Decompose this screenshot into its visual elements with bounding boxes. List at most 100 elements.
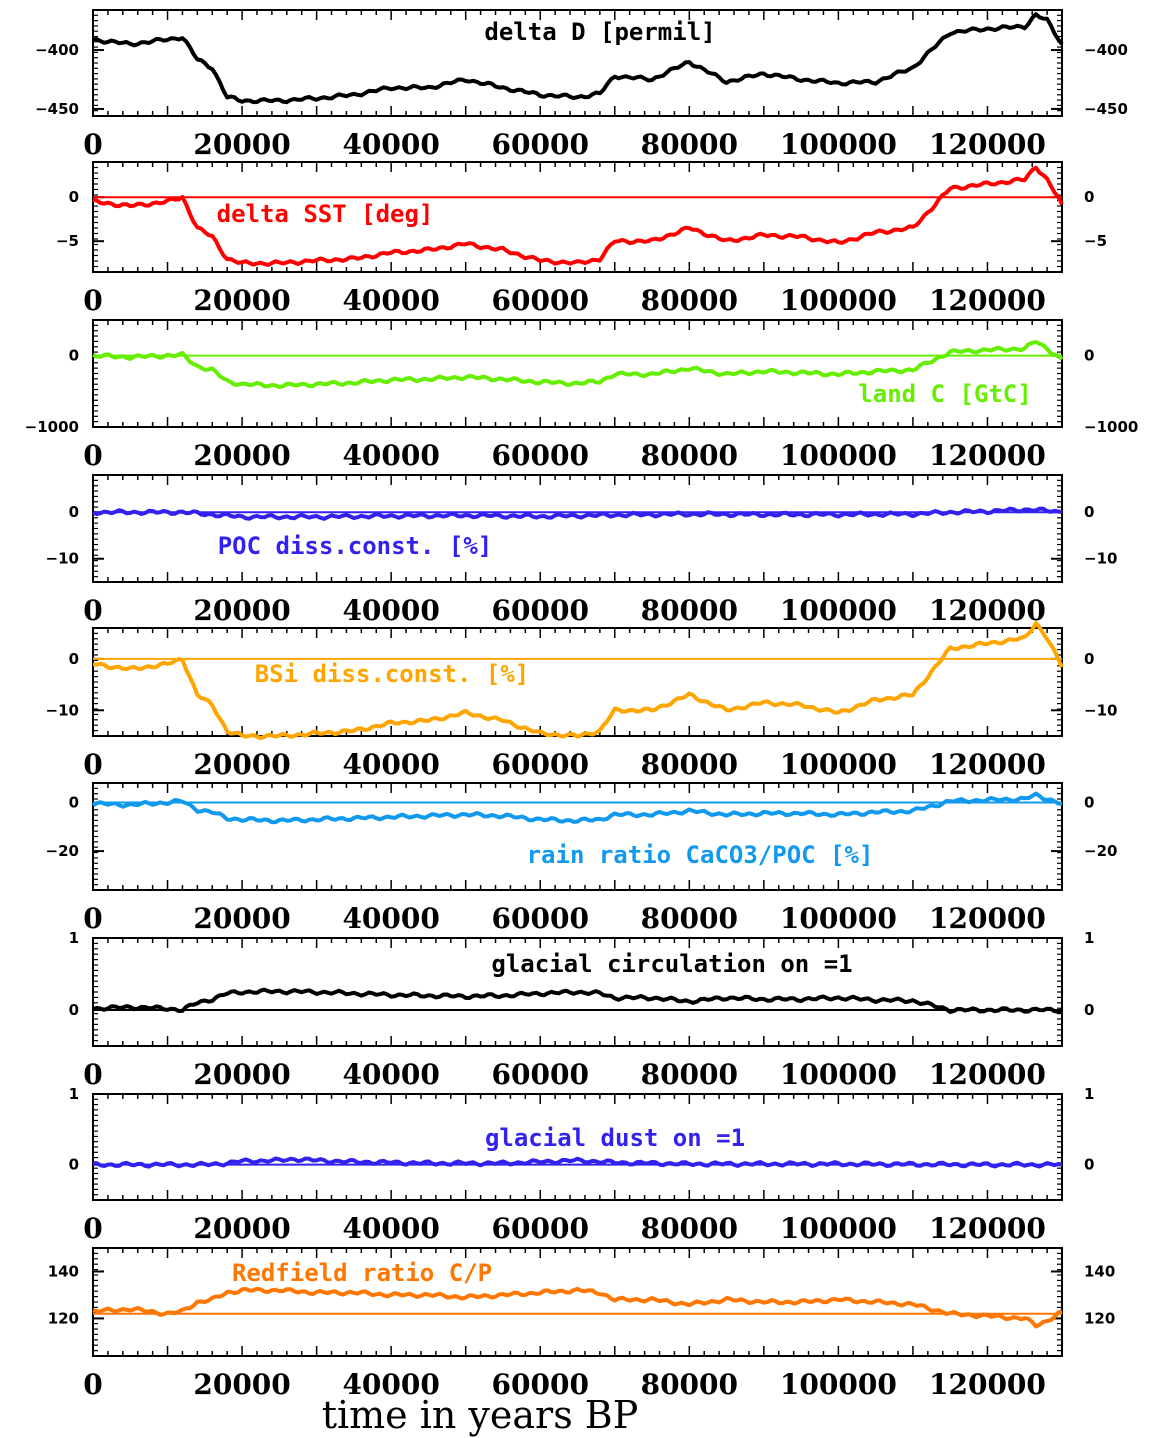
x-tick-label: 0 [83, 439, 102, 472]
x-tick-label: 80000 [641, 594, 738, 627]
x-tick-label: 60000 [492, 1212, 589, 1245]
panel-title: Redfield ratio C/P [232, 1259, 492, 1287]
x-axis-label: time in years BP [322, 1393, 639, 1437]
panel-frame [92, 474, 1063, 583]
panel-title: BSi diss.const. [%] [255, 660, 530, 688]
x-tick-label: 100000 [780, 902, 897, 935]
panel-title: POC diss.const. [%] [218, 532, 493, 560]
panel-frame [92, 782, 1063, 891]
x-tick-label: 100000 [780, 594, 897, 627]
panel-frame [92, 627, 1063, 737]
x-tick-label: 100000 [780, 1212, 897, 1245]
y-tick-label-right: 120 [1084, 1309, 1115, 1327]
y-tick-label-left: 0 [69, 1001, 79, 1019]
x-tick-label: 40000 [342, 748, 439, 781]
y-tick-label-right: 0 [1084, 793, 1094, 811]
y-tick-label-left: 0 [69, 347, 79, 365]
x-tick-label: 100000 [780, 1368, 897, 1401]
panel-frame [92, 319, 1063, 428]
x-tick-label: 60000 [492, 748, 589, 781]
y-tick-label-right: −5 [1084, 232, 1107, 250]
y-tick-label-left: −450 [35, 100, 79, 118]
series-line [92, 621, 1064, 741]
x-tick-label: 80000 [641, 902, 738, 935]
x-tick-label: 20000 [193, 1058, 290, 1091]
y-tick-label-right: −400 [1084, 41, 1128, 59]
y-tick-label-left: −20 [46, 842, 79, 860]
x-tick-label: 20000 [193, 748, 290, 781]
y-tick-label-right: 0 [1084, 347, 1094, 365]
y-tick-label-left: −400 [35, 41, 79, 59]
y-tick-label-right: 0 [1084, 188, 1094, 206]
x-tick-label: 120000 [929, 594, 1046, 627]
x-tick-label: 0 [83, 128, 102, 161]
x-tick-label: 0 [83, 594, 102, 627]
x-tick-label: 100000 [780, 128, 897, 161]
panel-title: glacial circulation on =1 [491, 950, 852, 978]
x-tick-label: 120000 [929, 439, 1046, 472]
x-tick-label: 60000 [492, 902, 589, 935]
y-tick-label-left: 120 [48, 1309, 79, 1327]
series-line [92, 791, 1063, 825]
series-line [92, 987, 1063, 1014]
panel-title: delta SST [deg] [217, 200, 434, 228]
y-tick-label-right: 1 [1084, 1085, 1094, 1103]
y-tick-label-right: 140 [1084, 1262, 1115, 1280]
x-tick-label: 100000 [780, 1058, 897, 1091]
panel-title: glacial dust on =1 [485, 1124, 745, 1152]
x-tick-label: 100000 [780, 284, 897, 317]
series-line [92, 340, 1064, 390]
x-tick-label: 60000 [492, 594, 589, 627]
panel-title: rain ratio CaCO3/POC [%] [527, 841, 874, 869]
y-tick-label-left: 140 [48, 1262, 79, 1280]
y-tick-label-left: −10 [46, 701, 79, 719]
y-tick-label-right: 0 [1084, 650, 1094, 668]
y-tick-label-left: 0 [69, 1156, 79, 1174]
x-tick-label: 80000 [641, 128, 738, 161]
x-tick-label: 120000 [929, 284, 1046, 317]
series-line [92, 12, 1064, 105]
x-tick-label: 0 [83, 284, 102, 317]
x-tick-label: 20000 [193, 439, 290, 472]
x-tick-label: 100000 [780, 748, 897, 781]
x-tick-label: 0 [83, 1212, 102, 1245]
x-tick-label: 20000 [193, 284, 290, 317]
x-tick-label: 100000 [780, 439, 897, 472]
y-tick-label-left: −10 [46, 550, 79, 568]
series-line [92, 1286, 1063, 1329]
y-tick-label-left: 1 [69, 1085, 79, 1103]
y-tick-label-left: 0 [69, 650, 79, 668]
x-tick-label: 60000 [492, 284, 589, 317]
x-tick-label: 80000 [641, 1212, 738, 1245]
panel-title: land C [GtC] [858, 380, 1031, 408]
x-tick-label: 60000 [492, 1368, 589, 1401]
x-tick-label: 20000 [193, 594, 290, 627]
panel-title: delta D [permil] [484, 18, 715, 46]
y-tick-label-right: −20 [1084, 842, 1117, 860]
y-tick-label-left: −1000 [25, 418, 79, 436]
x-tick-label: 80000 [641, 1058, 738, 1091]
series-line [93, 1156, 1063, 1169]
y-tick-label-left: 0 [69, 793, 79, 811]
x-tick-label: 80000 [641, 284, 738, 317]
x-tick-label: 120000 [929, 128, 1046, 161]
x-tick-label: 40000 [342, 284, 439, 317]
series-line [92, 506, 1063, 521]
y-tick-label-right: −10 [1084, 550, 1117, 568]
x-tick-label: 20000 [193, 1212, 290, 1245]
x-tick-label: 20000 [193, 128, 290, 161]
x-tick-label: 60000 [492, 439, 589, 472]
x-tick-label: 0 [83, 902, 102, 935]
y-tick-label-right: −450 [1084, 100, 1128, 118]
x-tick-label: 60000 [492, 128, 589, 161]
x-tick-label: 40000 [342, 1368, 439, 1401]
x-tick-label: 40000 [342, 594, 439, 627]
y-tick-label-left: 1 [69, 929, 79, 947]
x-tick-label: 40000 [342, 902, 439, 935]
x-tick-label: 120000 [929, 1368, 1046, 1401]
series-line [92, 165, 1064, 267]
x-tick-label: 40000 [342, 1058, 439, 1091]
x-tick-label: 40000 [342, 439, 439, 472]
x-tick-label: 0 [83, 1368, 102, 1401]
